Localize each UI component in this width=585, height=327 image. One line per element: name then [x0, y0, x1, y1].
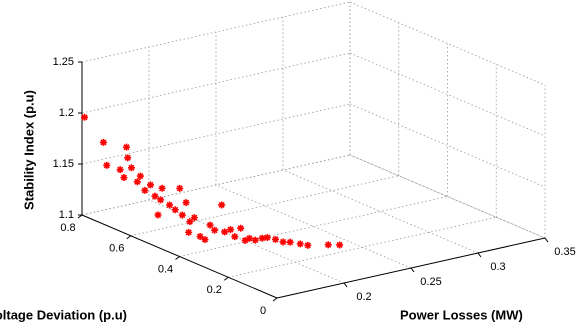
grid-line [81, 1, 351, 63]
z-tick-label: 1.1 [59, 209, 74, 221]
x-axis-label: Power Losses (MW) [400, 307, 523, 322]
data-point [185, 228, 193, 236]
data-point [81, 113, 89, 121]
data-point [186, 218, 194, 226]
data-point [218, 201, 226, 209]
data-point [122, 143, 130, 151]
data-point [176, 184, 184, 192]
grid-line [349, 154, 546, 239]
z-tick-label: 1.25 [53, 56, 74, 68]
y-tick [272, 297, 278, 302]
z-tick-label: 1.15 [53, 158, 74, 170]
data-point [171, 206, 179, 214]
data-point [206, 221, 214, 229]
z-tick-label: 1.2 [59, 107, 74, 119]
x-tick-label: 0.2 [356, 291, 371, 303]
grid-line [215, 184, 412, 269]
data-point [251, 236, 259, 244]
data-point [201, 236, 209, 244]
data-point [157, 196, 165, 204]
x-tick-label: 0.25 [420, 276, 441, 288]
grid-line [228, 216, 497, 278]
data-point [99, 138, 107, 146]
grid-line [179, 196, 448, 257]
y-tick-label: 0.6 [109, 243, 124, 255]
data-point [258, 234, 266, 242]
data-point [124, 154, 132, 162]
grid-line [282, 169, 479, 254]
x-tick-label: 0.3 [490, 261, 505, 273]
data-point [182, 199, 190, 207]
data-point [136, 172, 144, 180]
data-point [296, 240, 304, 248]
z-axis-label: Stability Index (p.u) [21, 90, 36, 210]
grid-line [130, 175, 399, 237]
data-point [116, 166, 124, 174]
data-point [146, 181, 154, 189]
grid-line [349, 103, 546, 188]
data-point [103, 161, 111, 169]
data-point [237, 224, 245, 232]
data-point [324, 241, 332, 249]
data-point [286, 238, 294, 246]
data-point [190, 214, 198, 222]
data-point [304, 241, 312, 249]
y-tick-label: 0 [260, 305, 266, 317]
grid-line [81, 52, 351, 114]
data-point [279, 238, 287, 246]
grid-line [349, 1, 546, 86]
data-point [133, 178, 141, 186]
grid-line [81, 154, 351, 216]
data-point [120, 174, 128, 182]
y-tick [126, 235, 132, 240]
data-point [211, 226, 219, 234]
x-tick [477, 252, 482, 258]
data-point [127, 164, 135, 172]
data-point [154, 211, 162, 219]
data-point [227, 226, 235, 234]
x-tick [410, 267, 415, 273]
y-tick [175, 256, 180, 260]
grid-line [349, 154, 546, 239]
x-tick [544, 237, 549, 243]
y-tick-label: 0.4 [158, 263, 173, 275]
data-point [166, 201, 174, 209]
grid-line [81, 103, 351, 165]
data-point [151, 192, 159, 200]
data-point [221, 228, 229, 236]
data-point [336, 241, 344, 249]
data-point [141, 186, 149, 194]
data-point [231, 233, 239, 241]
y-axis-label: Voltage Deviation (p.u) [0, 307, 127, 322]
data-point [272, 235, 280, 243]
grid-line [349, 52, 546, 137]
x-tick-label: 0.35 [554, 246, 575, 258]
data-point [178, 211, 186, 219]
y-tick-label: 0.8 [60, 222, 75, 234]
y-tick-label: 0.2 [207, 284, 222, 296]
data-point [196, 232, 204, 240]
x-tick [343, 282, 348, 288]
data-point [263, 234, 271, 242]
data-point [245, 234, 253, 242]
data-point [158, 184, 166, 192]
y-tick [223, 276, 229, 281]
data-point [241, 236, 249, 244]
